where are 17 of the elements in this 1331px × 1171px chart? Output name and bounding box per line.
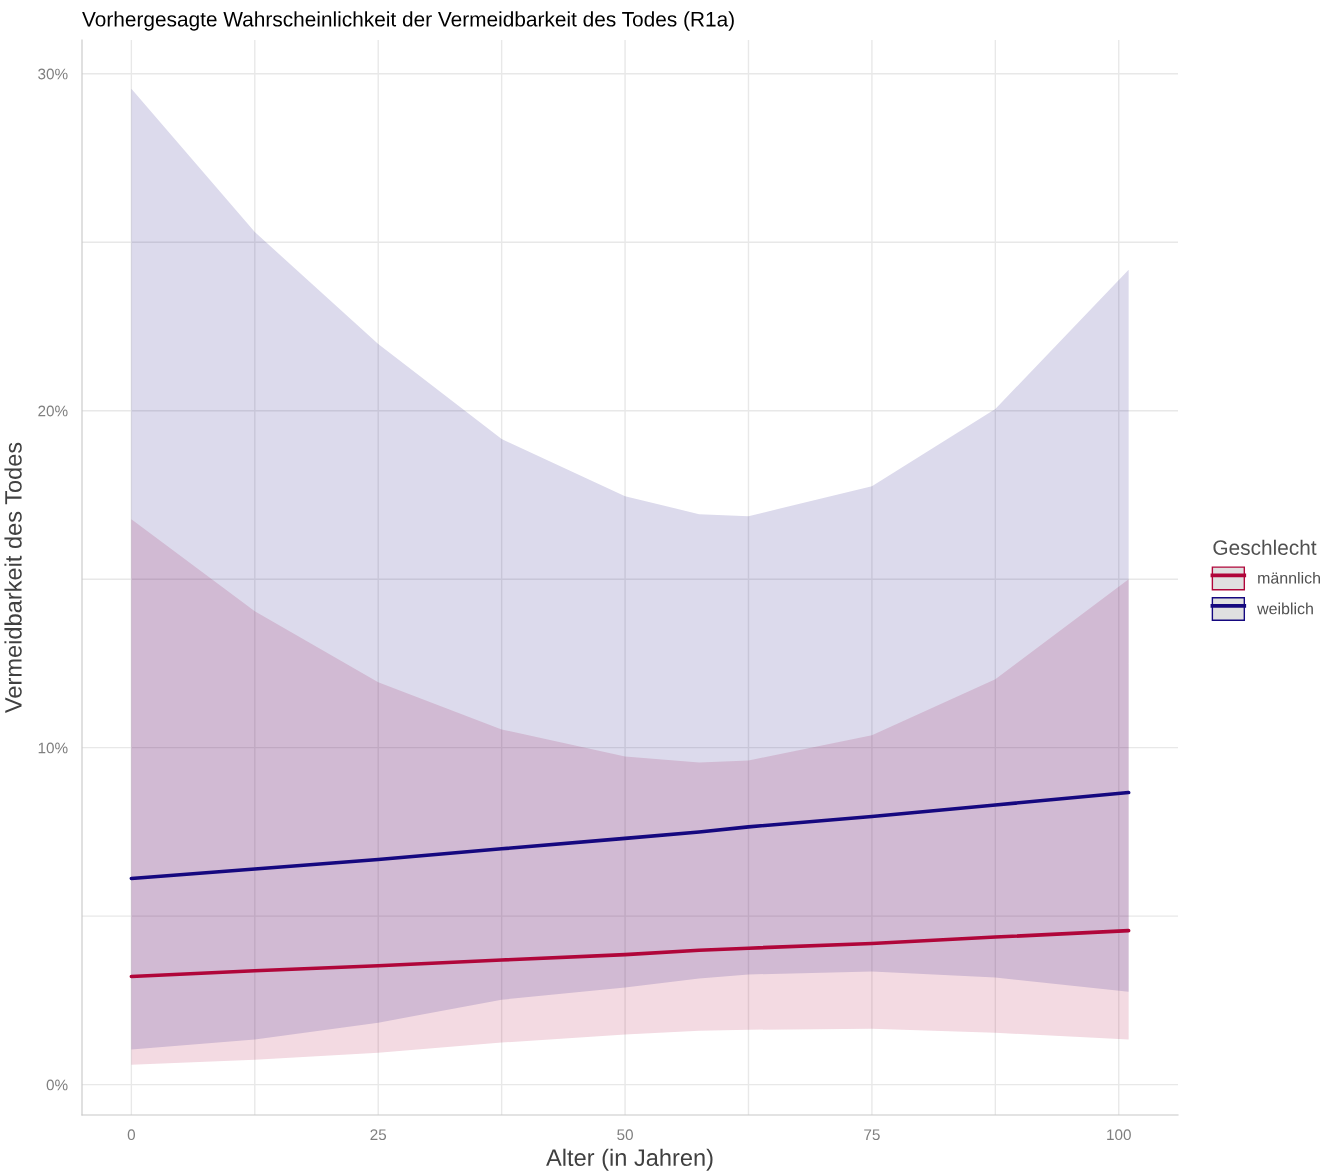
y-tick-label: 0% xyxy=(46,1079,68,1091)
y-tick-label: 20% xyxy=(38,405,68,417)
chart-title: Vorhergesagte Wahrscheinlichkeit der Vermeidbarkeit des Todes (R1a) xyxy=(82,11,734,31)
legend-label: weiblich xyxy=(1257,602,1313,615)
y-axis-title: Vermeidbarkeit des Todes xyxy=(4,442,22,714)
legend-label: männlich xyxy=(1258,571,1320,584)
x-axis-title: Alter (in Jahren) xyxy=(546,1148,713,1171)
x-tick-label: 0 xyxy=(127,1129,136,1141)
x-tick-label: 100 xyxy=(1107,1129,1131,1141)
line-series xyxy=(129,790,1131,881)
x-tick-label: 50 xyxy=(617,1129,633,1141)
legend-title: Geschlecht xyxy=(1213,539,1317,556)
y-tick-label: 30% xyxy=(38,68,68,80)
line-series xyxy=(129,928,1131,979)
y-tick-label: 10% xyxy=(38,742,68,754)
x-tick-label: 75 xyxy=(864,1129,880,1141)
x-tick-label: 25 xyxy=(370,1129,387,1141)
